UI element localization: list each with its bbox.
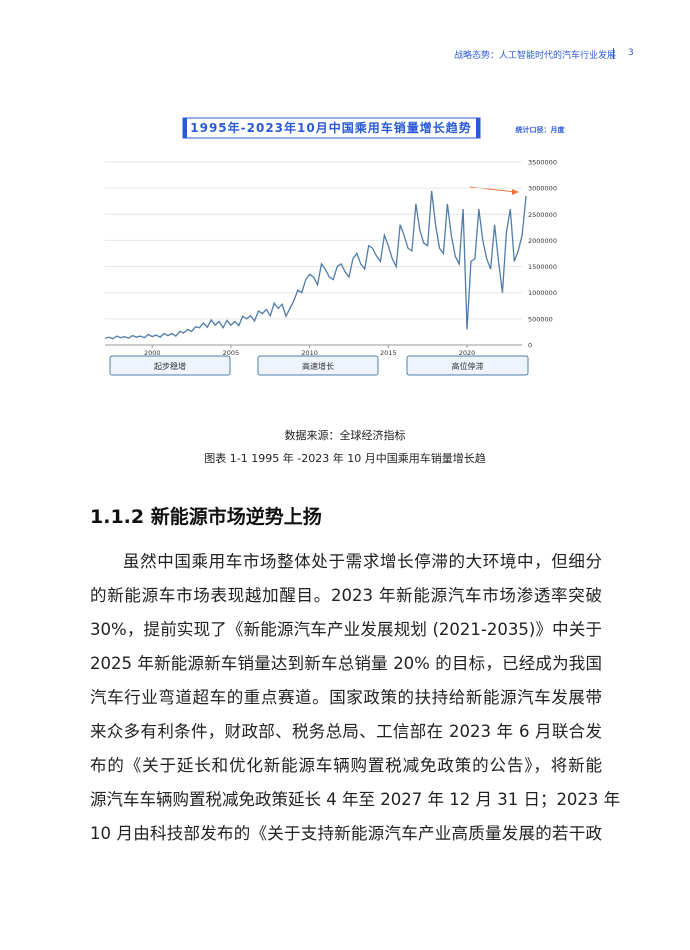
x-tick-label: 2000 xyxy=(144,349,161,357)
phase-label: 高位停滞 xyxy=(452,361,484,371)
y-tick-label: 500000 xyxy=(528,315,553,323)
header-divider xyxy=(613,48,614,59)
chart: 1995年-2023年10月中国乘用车销量增长趋势 统计口径：月度 0 50000… xyxy=(104,117,566,376)
phase-label: 起步稳增 xyxy=(154,361,186,371)
phase-box xyxy=(257,355,379,376)
chart-caption: 图表 1-1 1995 年 -2023 年 10 月中国乘用车销量增长趋 xyxy=(204,452,486,465)
header-title: 战略态势：人工智能时代的汽车行业发展 xyxy=(454,51,617,61)
chart-subtitle: 统计口径：月度 xyxy=(516,125,566,134)
paragraph-line: 30%，提前实现了《新能源汽车产业发展规划 (2021-2035)》中关于 xyxy=(90,620,602,639)
y-tick-label: 3500000 xyxy=(528,159,557,167)
paragraph-line: 源汽车车辆购置税减免政策延长 4 年至 2027 年 12 月 31 日；202… xyxy=(90,790,621,809)
section-heading: 1.1.2 新能源市场逆势上扬 xyxy=(90,506,322,528)
y-tick-label: 1000000 xyxy=(528,289,557,297)
y-tick-label: 0 xyxy=(528,342,532,350)
y-tick-label: 3000000 xyxy=(528,185,557,193)
paragraph-line: 2025 年新能源新车销量达到新车总销量 20% 的目标，已经成为我国 xyxy=(90,654,602,673)
paragraph-line: 来众多有利条件，财政部、税务总局、工信部在 2023 年 6 月联合发 xyxy=(90,722,602,741)
title-bar xyxy=(183,118,187,138)
page-number: 3 xyxy=(628,48,634,58)
phase-box xyxy=(406,355,529,376)
x-tick-label: 2020 xyxy=(459,349,476,357)
x-tick-label: 2005 xyxy=(223,349,240,357)
paragraph-line: 虽然中国乘用车市场整体处于需求增长停滞的大环境中，但细分 xyxy=(123,552,602,571)
y-tick-label: 2000000 xyxy=(528,237,557,245)
x-tick-label: 2015 xyxy=(380,349,397,357)
title-bar xyxy=(476,118,480,138)
phase-box xyxy=(109,355,231,376)
data-line xyxy=(104,190,527,340)
arrow-head xyxy=(512,189,519,195)
paragraph-line: 10 月由科技部发布的《关于支持新能源汽车产业高质量发展的若干政 xyxy=(90,824,602,843)
y-tick-label: 2500000 xyxy=(528,211,557,219)
paragraph-line: 的新能源车市场表现越加醒目。2023 年新能源汽车市场渗透率突破 xyxy=(90,586,602,605)
paragraph-line: 汽车行业弯道超车的重点赛道。国家政策的扶持给新能源汽车发展带 xyxy=(90,688,602,707)
paragraph-line: 布的《关于延长和优化新能源车辆购置税减免政策的公告》，将新能 xyxy=(90,756,602,775)
phase-label: 高速增长 xyxy=(302,361,334,371)
chart-source: 数据来源：全球经济指标 xyxy=(284,429,406,442)
y-tick-label: 1500000 xyxy=(528,263,557,271)
x-tick-label: 2010 xyxy=(301,349,318,357)
chart-title: 1995年-2023年10月中国乘用车销量增长趋势 xyxy=(190,120,471,135)
